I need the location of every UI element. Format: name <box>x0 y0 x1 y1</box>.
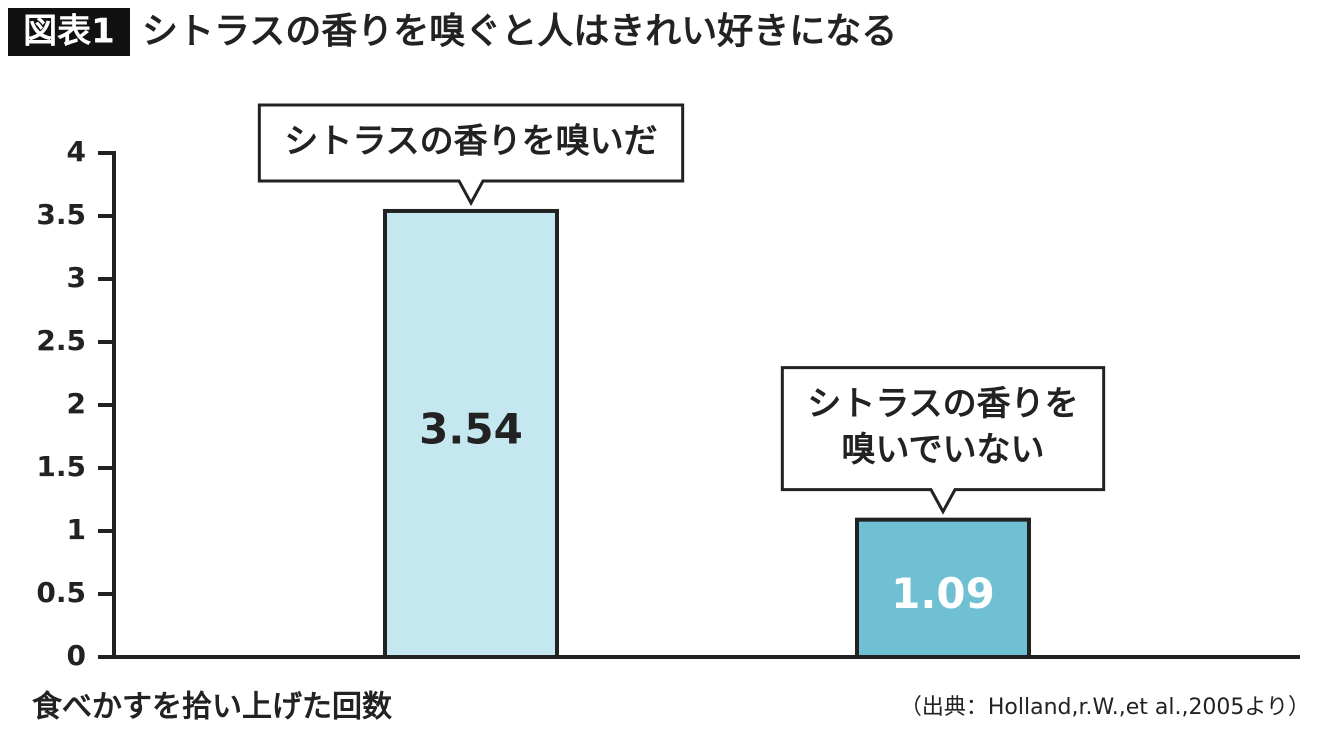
y-tick-label: 4 <box>67 135 86 168</box>
badge: 図表1 <box>23 12 115 52</box>
value-label: 3.54 <box>419 405 523 454</box>
category-label: 嗅いでいない <box>842 430 1045 470</box>
badge-bg <box>8 8 130 56</box>
category-label: シトラスの香りを嗅いだ <box>284 121 657 161</box>
category-label: シトラスの香りを <box>807 384 1078 424</box>
y-tick-label: 0 <box>67 639 86 672</box>
y-tick-label: 3 <box>67 261 86 294</box>
bar <box>383 208 559 660</box>
source: （出典：Holland,r.W.,et al.,2005より） <box>900 695 1310 720</box>
y-tick-label: 2 <box>67 387 86 420</box>
callout <box>780 366 1106 515</box>
y-tick-label: 0.5 <box>36 576 86 609</box>
y-tick-label: 2.5 <box>36 324 86 357</box>
y-tick-label: 1.5 <box>36 450 86 483</box>
y-tick-label: 1 <box>67 513 86 546</box>
chart-title: シトラスの香りを嗅ぐと人はきれい好きになる <box>142 11 897 52</box>
value-label: 1.09 <box>891 569 995 618</box>
y-axis-label: 食べかすを拾い上げた回数 <box>32 690 393 725</box>
y-tick-label: 3.5 <box>36 198 86 231</box>
callout <box>257 103 685 207</box>
